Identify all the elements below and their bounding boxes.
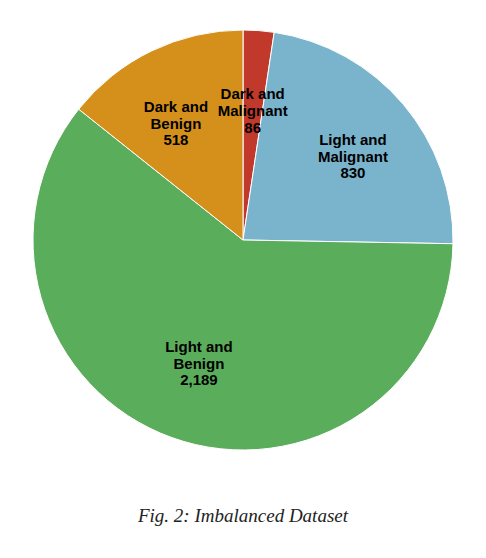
slice-label-line: Malignant (218, 102, 288, 119)
pie-slice (243, 32, 453, 243)
slice-label-line: Malignant (318, 147, 388, 164)
slice-label-line: Benign (151, 114, 202, 131)
pie-slice (79, 30, 243, 240)
data-label: 830 (340, 164, 365, 181)
data-label: 86 (244, 119, 261, 136)
slice-label-line: Benign (174, 354, 225, 371)
data-label: 518 (163, 131, 188, 148)
slice-label-line: Light and (319, 130, 387, 147)
slice-label: Dark andMalignant (218, 85, 288, 119)
slice-label-line: Light and (165, 337, 233, 354)
data-label: 2,189 (180, 371, 218, 388)
chart: Dark andMalignant86Light andMalignant830… (0, 0, 486, 558)
slice-label-line: Dark and (144, 97, 208, 114)
labels: Dark andMalignant86Light andMalignant830… (144, 85, 388, 388)
slice-label: Light andBenign (165, 337, 233, 371)
slice-label-line: Dark and (221, 85, 285, 102)
slices (33, 30, 453, 450)
slice-label: Dark andBenign (144, 97, 208, 131)
slice-label: Light andMalignant (318, 130, 388, 164)
chart-title: Fig. 2: Imbalanced Dataset (137, 505, 349, 526)
chart-container: Dark andMalignant86Light andMalignant830… (0, 0, 486, 558)
